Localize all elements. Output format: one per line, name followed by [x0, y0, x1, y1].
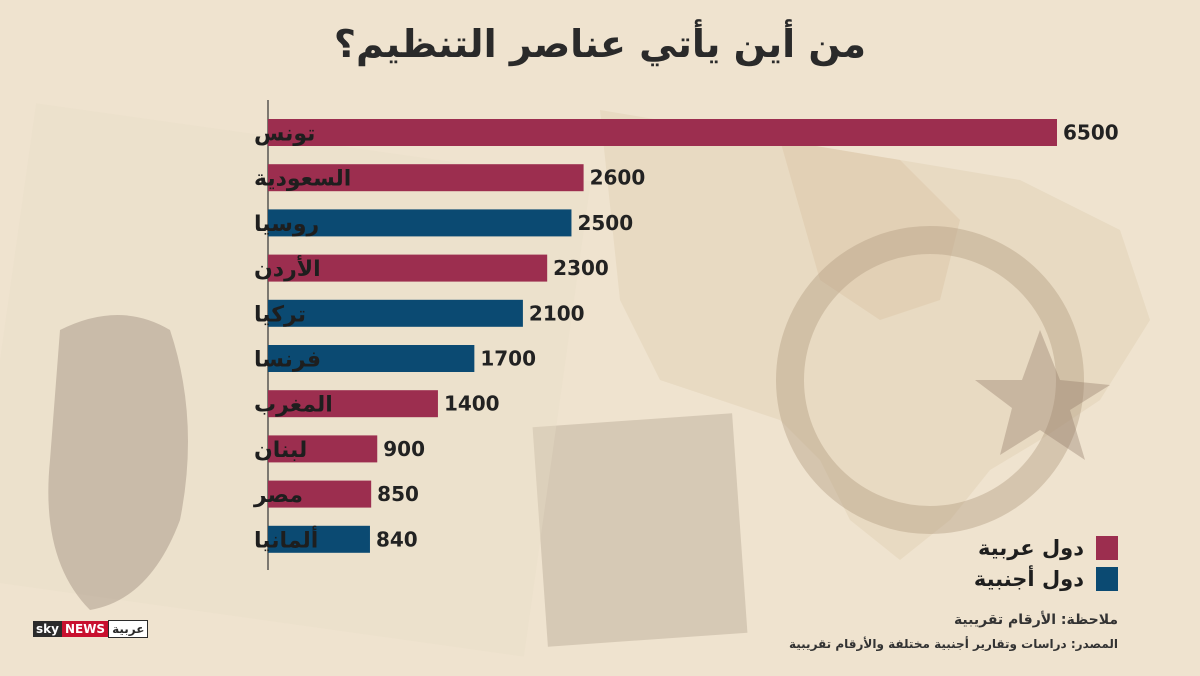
- bar: [268, 525, 370, 553]
- data-label: 850: [377, 482, 419, 506]
- category-label: تونس: [254, 122, 315, 147]
- category-label: ألمانيا: [254, 524, 318, 553]
- data-label: 840: [376, 527, 418, 551]
- legend-item-arab: دول عربية: [974, 532, 1118, 563]
- bar: [268, 254, 548, 282]
- logo-news: NEWS: [61, 621, 109, 637]
- category-label: السعودية: [254, 167, 351, 192]
- data-label: 2300: [553, 256, 609, 280]
- bar: [268, 345, 475, 372]
- bar: [268, 390, 438, 418]
- data-label: 900: [383, 437, 425, 461]
- bar: [268, 299, 523, 327]
- data-label: 6500: [1063, 121, 1119, 145]
- category-label: مصر: [253, 483, 303, 508]
- data-label: 1700: [480, 347, 536, 371]
- legend: دول عربية دول أجنبية: [974, 532, 1118, 594]
- legend-label-foreign: دول أجنبية: [973, 566, 1084, 591]
- legend-label-arab: دول عربية: [978, 535, 1084, 560]
- category-label: المغرب: [254, 393, 333, 418]
- legend-item-foreign: دول أجنبية: [974, 563, 1118, 594]
- bar: [268, 164, 584, 192]
- bar: [268, 435, 378, 463]
- data-label: 2500: [577, 211, 633, 235]
- data-label: 1400: [444, 392, 500, 416]
- data-label: 2600: [590, 166, 646, 190]
- chart-title: من أين يأتي عناصر التنظيم؟: [333, 22, 867, 66]
- category-label: روسيا: [254, 212, 319, 237]
- category-label: لبنان: [254, 438, 307, 463]
- category-label: الأردن: [254, 254, 321, 282]
- source-text: المصدر: دراسات وتقارير أجنبية مختلفة وال…: [788, 637, 1118, 651]
- bar: [268, 209, 572, 237]
- data-label: 2100: [529, 301, 585, 325]
- category-label: فرنسا: [254, 348, 321, 373]
- logo-arabic: عربية: [108, 620, 149, 638]
- category-label: تركيا: [254, 302, 306, 327]
- bar: [268, 119, 1057, 146]
- logo-sky: sky: [33, 621, 62, 637]
- sky-news-arabia-logo: sky NEWS عربية: [33, 620, 149, 638]
- legend-swatch-arab: [1096, 535, 1118, 560]
- legend-swatch-foreign: [1096, 566, 1118, 591]
- bar: [268, 480, 372, 508]
- note-text: ملاحظة: الأرقام تقريبية: [953, 612, 1118, 628]
